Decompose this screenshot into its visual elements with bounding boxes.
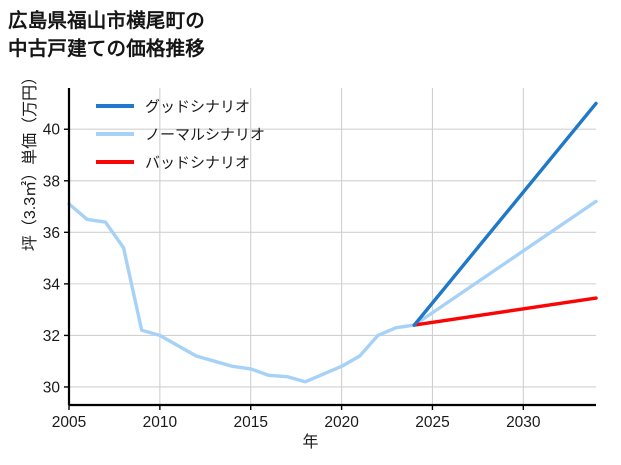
y-tick-label: 36 bbox=[43, 225, 60, 242]
data-series-group bbox=[67, 101, 598, 384]
y-tick-label: 30 bbox=[43, 379, 61, 396]
x-tick-label: 2030 bbox=[506, 414, 541, 431]
x-tick-label: 2005 bbox=[52, 414, 86, 431]
x-axis-title: 年 bbox=[302, 434, 319, 451]
x-gridlines bbox=[68, 88, 524, 405]
chart-title: 広島県福山市横尾町の 中古戸建ての価格推移 bbox=[8, 10, 206, 60]
legend-label: ノーマルシナリオ bbox=[145, 127, 265, 144]
legend-label: バッドシナリオ bbox=[145, 155, 250, 172]
axis-spines bbox=[67, 88, 596, 407]
y-tick-label: 40 bbox=[43, 122, 61, 139]
series-line bbox=[412, 296, 598, 327]
series-line bbox=[412, 101, 598, 327]
x-tick-label: 2010 bbox=[143, 414, 178, 431]
x-tick-label: 2025 bbox=[415, 414, 449, 431]
y-tick-labels: 30 32 34 36 38 40 bbox=[43, 122, 69, 396]
x-tick-label: 2020 bbox=[324, 414, 359, 431]
y-tick-label: 32 bbox=[43, 328, 60, 345]
series-line bbox=[67, 199, 598, 384]
x-tick-label: 2015 bbox=[233, 414, 267, 431]
x-tick-labels: 2005 2010 2015 2020 2025 2030 bbox=[52, 405, 541, 431]
legend-label: グッドシナリオ bbox=[145, 99, 250, 116]
y-axis-title: 坪（3.3㎡）単価（万円） bbox=[22, 68, 39, 252]
y-tick-label: 34 bbox=[43, 276, 61, 293]
y-tick-label: 38 bbox=[43, 173, 60, 190]
